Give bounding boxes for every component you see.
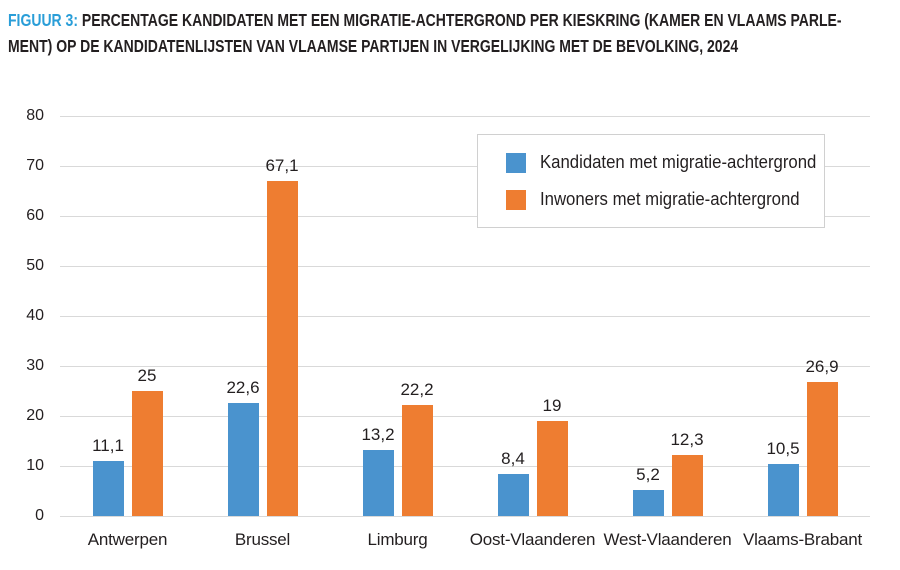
legend: Kandidaten met migratie-achtergrond Inwon… — [477, 134, 825, 228]
bar-value-label: 11,1 — [92, 435, 124, 455]
category-label-antwerpen: Antwerpen — [87, 530, 168, 549]
bar-value-label: 22,2 — [400, 380, 434, 399]
y-axis-tick-label: 80 — [26, 107, 44, 124]
y-axis-tick-label: 10 — [26, 457, 44, 474]
bar-value-label: 26,9 — [805, 356, 839, 376]
figure-title-line-2: MENT) OP DE KANDIDATENLIJSTEN VAN VLAAMS… — [8, 36, 739, 56]
bar-kandidaten-antwerpen — [92, 460, 124, 516]
bar-value-label: 22,6 — [226, 378, 260, 397]
legend-item-inwoners: Inwoners met migratie-achtergrond — [506, 189, 824, 211]
y-axis-tick-label: 20 — [26, 407, 44, 424]
gridline — [60, 465, 870, 467]
legend-swatch-icon — [506, 152, 526, 173]
category-label-vlaams-brabant: Vlaams-Brabant — [742, 530, 863, 549]
bar-kandidaten-limburg — [362, 450, 394, 516]
figure-title: FIGUUR 3: PERCENTAGE KANDIDATEN MET EEN … — [8, 7, 900, 59]
legend-label: Kandidaten met migratie-achtergrond — [540, 152, 817, 172]
gridline — [60, 215, 870, 217]
figure-title-text: PERCENTAGE KANDIDATEN MET EEN MIGRATIE-A… — [81, 10, 842, 30]
legend-swatch-icon — [506, 189, 526, 210]
bar-value-label: 19 — [542, 396, 562, 415]
category-label-oost-vlaanderen: Oost-Vlaanderen — [469, 530, 596, 549]
bar-inwoners-vlaams-brabant — [806, 381, 838, 516]
gridline — [60, 265, 870, 267]
bar-kandidaten-oost-vlaanderen — [497, 474, 529, 516]
bar-inwoners-west-vlaanderen — [671, 454, 703, 516]
gridline — [60, 515, 870, 517]
y-axis-tick-label: 0 — [35, 507, 44, 524]
y-axis-tick-label: 40 — [26, 307, 44, 324]
y-axis-tick-label: 70 — [26, 157, 44, 174]
bar-value-label: 67,1 — [265, 155, 299, 175]
bar-value-label: 10,5 — [766, 438, 800, 458]
legend-item-kandidaten: Kandidaten met migratie-achtergrond — [506, 152, 824, 174]
legend-label: Inwoners met migratie-achtergrond — [540, 189, 800, 209]
bar-value-label: 12,3 — [670, 429, 704, 449]
bar-inwoners-oost-vlaanderen — [536, 421, 568, 516]
y-axis-tick-label: 30 — [26, 357, 44, 374]
bar-inwoners-brussel — [266, 180, 298, 516]
gridline — [60, 115, 870, 117]
category-label-limburg: Limburg — [367, 530, 428, 549]
bar-value-label: 5,2 — [636, 465, 660, 484]
figure-title-line-1: FIGUUR 3: PERCENTAGE KANDIDATEN MET EEN … — [8, 7, 842, 33]
gridline — [60, 365, 870, 367]
y-axis-tick-label: 50 — [26, 257, 44, 274]
bar-value-label: 13,2 — [361, 425, 395, 444]
bar-value-label: 25 — [137, 366, 157, 385]
bar-value-label: 8,4 — [501, 449, 525, 468]
bar-kandidaten-brussel — [227, 403, 259, 516]
figure-number: FIGUUR 3: — [8, 10, 78, 30]
bar-inwoners-limburg — [401, 405, 433, 516]
gridline — [60, 315, 870, 317]
category-label-brussel: Brussel — [234, 530, 291, 549]
bar-kandidaten-vlaams-brabant — [767, 463, 799, 516]
bar-kandidaten-west-vlaanderen — [632, 490, 664, 516]
category-label-west-vlaanderen: West-Vlaanderen — [603, 530, 732, 549]
bar-inwoners-antwerpen — [131, 391, 163, 516]
gridline — [60, 415, 870, 417]
gridline — [60, 165, 870, 167]
y-axis-tick-label: 60 — [26, 207, 44, 224]
